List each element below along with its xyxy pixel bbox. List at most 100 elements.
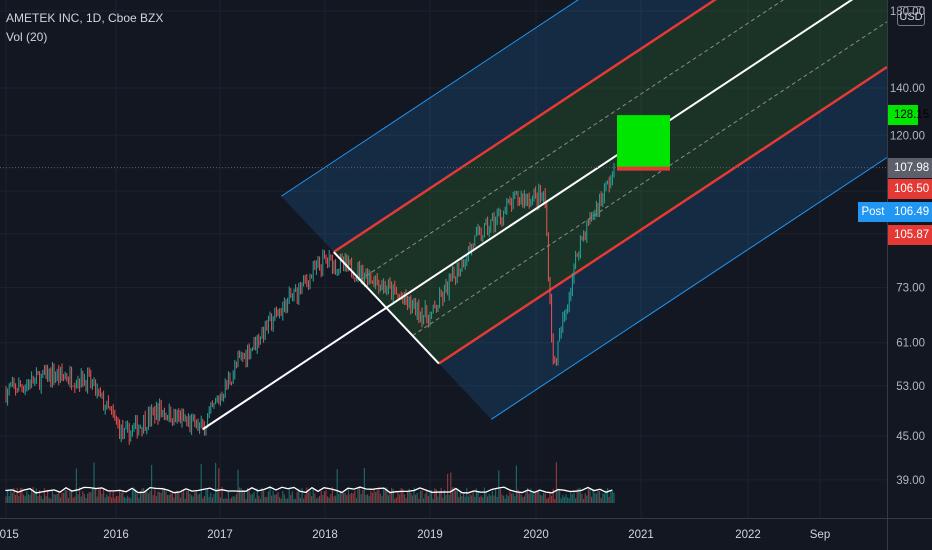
volume-bar	[363, 468, 365, 503]
volume-bar	[288, 487, 290, 503]
volume-bar	[320, 491, 322, 503]
volume-bar	[416, 493, 418, 503]
volume-bar	[392, 489, 394, 503]
volume-bar	[271, 495, 273, 503]
volume-bar	[432, 498, 434, 503]
time-tick-label: 2020	[523, 529, 549, 541]
price-axis[interactable]: 180.00140.00120.00100.0087.0073.0061.005…	[887, 0, 926, 550]
volume-bar	[219, 497, 221, 503]
volume-bar	[515, 465, 517, 503]
volume-bar	[120, 492, 122, 503]
volume-bar	[39, 490, 41, 503]
volume-bar	[21, 487, 23, 503]
volume-bar	[575, 498, 577, 503]
volume-bar	[83, 494, 85, 503]
target-box-stop[interactable]	[617, 166, 670, 171]
volume-bar	[539, 494, 541, 503]
volume-bar	[112, 491, 114, 503]
volume-bar	[267, 491, 269, 503]
volume-bar	[501, 494, 503, 503]
volume-bar	[138, 498, 140, 503]
time-axis[interactable]: 2015 2016 2017 2018 2019 2020 2021 2022 Sep	[0, 518, 932, 542]
volume-bar	[610, 490, 612, 503]
volume-bar	[63, 492, 65, 503]
volume-bar	[176, 490, 178, 503]
volume-bar	[141, 488, 143, 503]
volume-bar	[443, 489, 445, 503]
volume-bar	[51, 489, 53, 503]
volume-bar	[18, 495, 20, 503]
volume-bar	[517, 489, 519, 503]
volume-bar	[317, 497, 319, 503]
volume-bar	[355, 498, 357, 503]
volume-bar	[187, 490, 189, 503]
volume-bar	[475, 488, 477, 503]
quarter-line-top[interactable]	[359, 0, 887, 281]
volume-bar	[13, 488, 15, 503]
volume-bar	[563, 497, 565, 503]
volume-bar	[474, 496, 476, 503]
volume-bar	[315, 498, 317, 503]
volume-bar	[357, 487, 359, 503]
volume-bar	[496, 496, 498, 503]
volume-bar	[192, 496, 194, 503]
volume-bar	[195, 491, 197, 503]
volume-bar	[487, 496, 489, 503]
volume-bar	[256, 488, 258, 503]
time-tick-label: 2019	[417, 529, 443, 541]
volume-bar	[442, 497, 444, 503]
price-tick-label: 120.00	[890, 130, 925, 142]
volume-bar	[255, 498, 257, 503]
currency-button[interactable]: USD	[897, 6, 925, 26]
inner-line-bottom[interactable]	[438, 65, 888, 365]
outer-line-top[interactable]	[280, 0, 887, 197]
volume-bar	[155, 496, 157, 503]
volume-bar	[506, 494, 508, 503]
volume-bar	[365, 494, 367, 503]
volume-bar	[565, 494, 567, 503]
volume-bar	[259, 498, 261, 503]
price-tick-label: 45.00	[896, 431, 925, 443]
volume-ma-line	[5, 486, 613, 494]
volume-bar	[175, 492, 177, 503]
volume-bar	[479, 497, 481, 503]
quarter-line-bottom[interactable]	[412, 21, 888, 337]
outer-line-bottom[interactable]	[491, 157, 888, 420]
volume-bar	[234, 496, 236, 503]
volume-bar	[512, 492, 514, 503]
volume-bar	[557, 488, 559, 503]
volume-bar	[549, 491, 551, 503]
volume-bar	[387, 495, 389, 503]
volume-indicator-label[interactable]: Vol (20)	[6, 30, 48, 44]
volume-bar	[218, 468, 220, 503]
volume-bar	[95, 488, 97, 503]
volume-bar	[536, 490, 538, 503]
volume-bar	[213, 494, 215, 503]
volume-bar	[248, 490, 250, 503]
volume-bar	[224, 498, 226, 503]
volume-bar	[456, 489, 458, 503]
target-box[interactable]	[617, 115, 670, 168]
volume-bar	[579, 488, 581, 503]
volume-bar	[90, 492, 92, 503]
volume-bar	[114, 497, 116, 503]
symbol-title[interactable]: AMETEK INC, 1D, Cboe BZX	[6, 11, 164, 25]
volume-bar	[592, 489, 594, 503]
time-tick-label: 2022	[735, 529, 761, 541]
volume-bar	[291, 491, 293, 503]
volume-bar	[607, 488, 609, 503]
volume-bar	[408, 488, 410, 503]
volume-bar	[552, 488, 554, 503]
volume-bar	[82, 491, 84, 503]
price-tick-label: 140.00	[890, 83, 925, 95]
volume-bar	[367, 494, 369, 503]
pitchfork-channel[interactable]	[280, 0, 888, 420]
volume-bar	[547, 497, 549, 503]
volume-bar	[559, 489, 561, 503]
pitchfork-median[interactable]	[202, 0, 887, 431]
outer-band-upper	[281, 0, 715, 253]
volume-bar	[386, 487, 388, 503]
inner-line-top[interactable]	[333, 0, 887, 254]
volume-bar	[79, 487, 81, 503]
